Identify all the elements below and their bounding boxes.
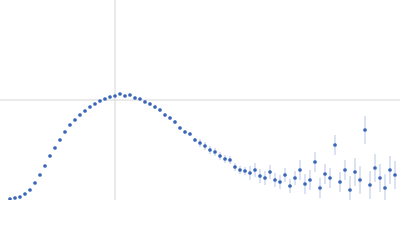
data-point — [198, 141, 202, 145]
data-point — [28, 188, 32, 192]
data-point — [103, 97, 107, 101]
data-point — [358, 178, 362, 182]
data-point — [258, 174, 262, 178]
data-point — [248, 171, 252, 175]
data-point — [293, 176, 297, 180]
data-point — [108, 95, 112, 99]
data-point — [388, 168, 392, 172]
data-point — [288, 184, 292, 188]
data-point — [373, 166, 377, 170]
data-point — [188, 132, 192, 136]
data-point — [48, 154, 52, 158]
data-point — [273, 178, 277, 182]
data-point — [343, 168, 347, 172]
data-point — [368, 183, 372, 187]
data-point — [13, 196, 17, 200]
data-point — [178, 126, 182, 130]
data-point — [33, 181, 37, 185]
data-point — [138, 97, 142, 101]
data-point — [383, 186, 387, 190]
data-point — [148, 102, 152, 106]
data-point — [228, 158, 232, 162]
data-point — [333, 143, 337, 147]
data-point — [53, 146, 57, 150]
data-point — [308, 178, 312, 182]
data-point — [378, 176, 382, 180]
data-point — [328, 176, 332, 180]
data-point — [73, 118, 77, 122]
data-point — [338, 180, 342, 184]
data-point — [223, 157, 227, 161]
data-point — [43, 164, 47, 168]
data-point — [98, 99, 102, 103]
data-point — [78, 113, 82, 117]
data-point — [323, 172, 327, 176]
data-point — [128, 93, 132, 97]
data-point — [133, 96, 137, 100]
data-point — [173, 120, 177, 124]
data-point — [238, 168, 242, 172]
data-point — [363, 128, 367, 132]
data-point — [118, 92, 122, 96]
data-point — [263, 176, 267, 180]
data-point — [313, 160, 317, 164]
data-point — [8, 197, 12, 200]
data-point — [158, 108, 162, 112]
data-point — [123, 94, 127, 98]
data-point — [168, 116, 172, 120]
data-point — [203, 144, 207, 148]
data-point — [18, 195, 22, 199]
data-point — [153, 105, 157, 109]
data-point — [268, 170, 272, 174]
data-point — [208, 148, 212, 152]
data-point — [353, 170, 357, 174]
data-point — [23, 192, 27, 196]
data-point — [298, 168, 302, 172]
data-point — [278, 180, 282, 184]
data-point — [233, 165, 237, 169]
data-point — [303, 182, 307, 186]
data-point — [213, 150, 217, 154]
chart — [0, 0, 400, 200]
data-point — [68, 123, 72, 127]
data-point — [163, 113, 167, 117]
data-point — [88, 105, 92, 109]
data-point — [348, 188, 352, 192]
data-point — [218, 154, 222, 158]
data-point — [243, 169, 247, 173]
data-point — [113, 94, 117, 98]
data-point — [58, 138, 62, 142]
data-point — [283, 173, 287, 177]
data-point — [193, 138, 197, 142]
data-point — [83, 109, 87, 113]
data-point — [183, 130, 187, 134]
data-point — [63, 130, 67, 134]
data-point — [38, 173, 42, 177]
data-point — [393, 173, 397, 177]
data-point — [143, 100, 147, 104]
data-point — [253, 168, 257, 172]
data-point — [318, 186, 322, 190]
data-point — [93, 102, 97, 106]
